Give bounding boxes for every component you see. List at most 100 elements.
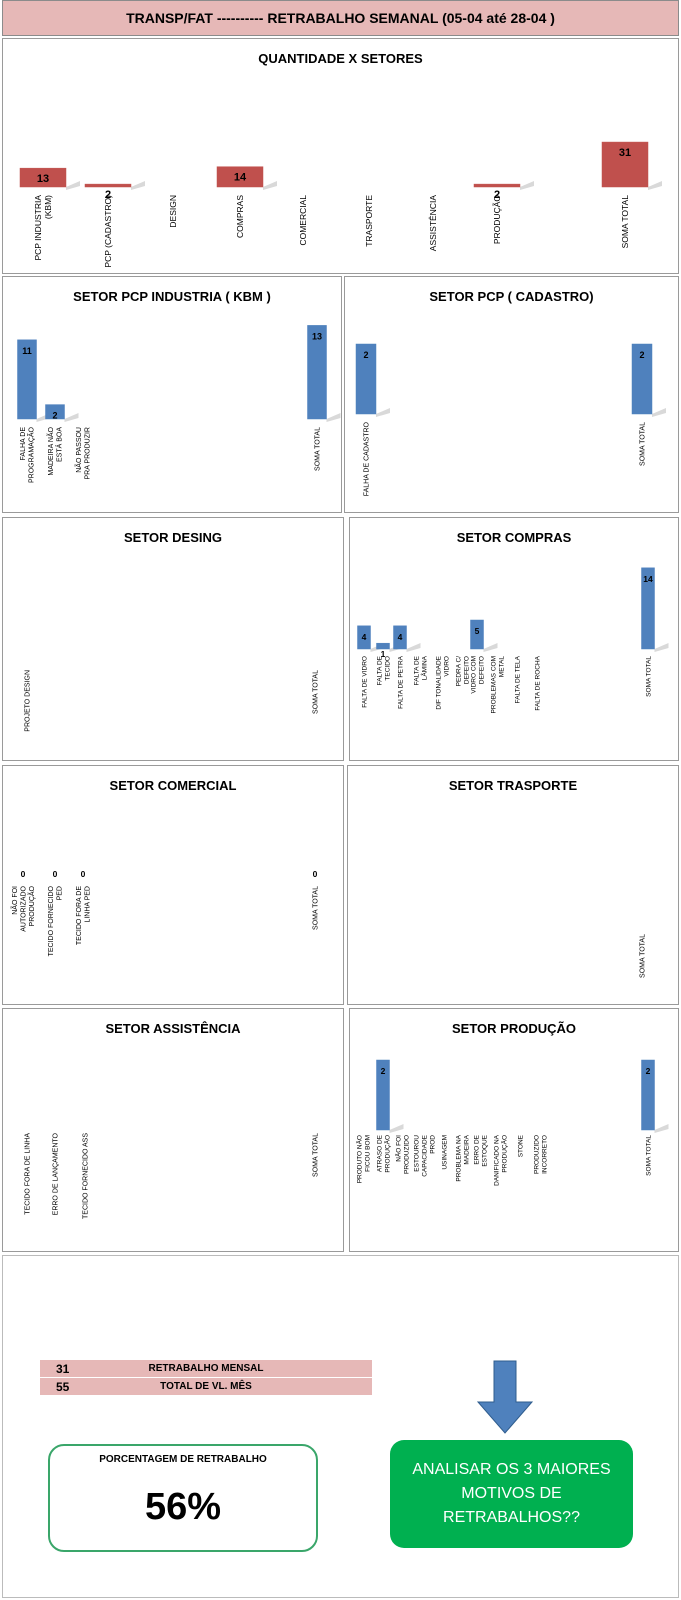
category-label: STONE <box>517 1134 524 1157</box>
bar <box>470 619 484 650</box>
bar-shadow <box>520 181 534 190</box>
data-label: 2 <box>52 411 57 421</box>
category-label: PROBLEMAS COMMETAL <box>490 656 505 714</box>
category-label: FALTA DE VIDRO <box>361 656 368 708</box>
category-label: SOMA TOTAL <box>645 1135 652 1176</box>
bar-shadow <box>389 1124 404 1133</box>
data-label: 31 <box>619 147 631 159</box>
category-label: FALTA DETECIDO <box>376 655 391 685</box>
category-label: MADEIRA NÃO ESTÁ BOA <box>46 426 64 475</box>
data-label: 13 <box>312 331 322 341</box>
category-label: FALTA DE TELA <box>514 655 521 703</box>
category-label: SOMA TOTAL <box>620 195 630 249</box>
bar-shadow <box>263 181 277 190</box>
category-label: ATRASO DEPRODUÇÃO <box>376 1134 391 1172</box>
summary-row-mensal: 31 RETRABALHO MENSAL <box>40 1360 372 1377</box>
category-label: USINAGEM <box>441 1135 448 1170</box>
category-label: PEDRA C/DEFEITO <box>455 656 470 687</box>
data-label: 4 <box>362 632 367 642</box>
category-label: SOMA TOTAL <box>639 934 646 978</box>
bar-shadow <box>64 413 79 422</box>
chart-trasporte: SOMA TOTAL <box>639 934 646 978</box>
bar <box>631 343 653 415</box>
bar <box>393 625 407 650</box>
category-label: DESIGN <box>168 195 178 228</box>
data-label: 14 <box>234 172 247 184</box>
bar-shadow <box>648 181 662 190</box>
category-label: DIF TONALIDADEVIDRO <box>435 655 450 709</box>
bar <box>376 642 390 650</box>
category-label: COMPRAS <box>235 195 245 238</box>
category-label: NÃO FOIPRODUZIDO <box>393 1135 410 1174</box>
bar <box>19 167 67 188</box>
category-label: SOMA TOTAL <box>312 886 319 930</box>
summary-label: TOTAL DE VL. MÊS <box>160 1381 252 1392</box>
bar-shadow <box>376 408 390 417</box>
bar <box>17 339 37 420</box>
category-label: SOMA TOTAL <box>639 422 646 466</box>
chart-producao: PRODUTO NÃOFICOU BOM 2 ATRASO DEPRODUÇÃO NÃ… <box>354 1059 669 1186</box>
category-label: PROBLEMA NAMADEIRA <box>455 1134 470 1181</box>
category-label: PCP INDUSTRIA(KBM) <box>33 195 53 261</box>
category-label: TRASPORTE <box>364 195 374 247</box>
panel-desing: SETOR DESING PROJETO DESIGN SOMA TOTAL <box>2 517 344 761</box>
bar-shadow <box>326 413 341 422</box>
summary-label: RETRABALHO MENSAL <box>148 1363 264 1374</box>
panel-compras: SETOR COMPRAS 4 FALTA DE VIDRO 1 FALTA DETE… <box>349 517 679 761</box>
chart-title: SETOR COMERCIAL <box>109 778 237 793</box>
bar-shadow <box>483 643 498 652</box>
category-label: TECIDO FORNECIDO ASS <box>82 1133 89 1219</box>
panel-assistencia: SETOR ASSISTÊNCIA TECIDO FORA DE LINHA ER… <box>2 1008 344 1252</box>
report-title: TRANSP/FAT ---------- RETRABALHO SEMANAL… <box>126 10 555 26</box>
chart-title: SETOR COMPRAS <box>456 530 572 545</box>
data-label: 2 <box>646 1066 651 1076</box>
data-label: 1 <box>381 649 386 659</box>
data-label: 11 <box>22 346 32 356</box>
category-label: SOMA TOTAL <box>314 427 321 471</box>
panel-quantidade-setores: QUANTIDADE X SETORES 13 PCP INDUSTRIA(KBM… <box>2 38 679 274</box>
category-label: VIDRO COMDEFEITO <box>470 656 485 694</box>
category-label: FALHA DE PROGRAMAÇÃO <box>20 426 36 483</box>
chart-title: SETOR PCP ( CADASTRO) <box>429 289 594 304</box>
chart-title: SETOR ASSISTÊNCIA <box>105 1021 241 1036</box>
category-label: NÃO PASSOU PRA PRODUZIR <box>74 427 92 480</box>
summary-value: 31 <box>56 1362 70 1376</box>
percentage-value: 56% <box>144 1486 222 1528</box>
category-label: SOMA TOTAL <box>645 656 652 697</box>
bar <box>641 1059 655 1131</box>
category-label: ERRO DEESTOQUE <box>473 1134 488 1166</box>
panel-trasporte: SETOR TRASPORTE SOMA TOTAL <box>347 765 679 1005</box>
category-label: TECIDO FORA DE LINHA <box>24 1133 31 1215</box>
bar-shadow <box>654 643 669 652</box>
action-box: ANALISAR OS 3 MAIORES MOTIVOS DE RETRABA… <box>390 1440 633 1548</box>
category-label: ESTOUROUCAPACIDADEPROD <box>413 1134 436 1176</box>
category-label: TECIDO FORA DE LINHA PED <box>76 886 92 945</box>
category-label: FALHA DE CADASTRO <box>363 421 370 496</box>
data-label: 0 <box>313 869 318 879</box>
bar <box>307 325 327 420</box>
chart-desing: PROJETO DESIGN SOMA TOTAL <box>24 670 319 732</box>
category-label: FALTA DE ROCHA <box>534 655 541 710</box>
report-header: TRANSP/FAT ---------- RETRABALHO SEMANAL… <box>2 0 679 36</box>
category-label: ASSISTÊNCIA <box>428 195 438 252</box>
bar <box>45 404 65 420</box>
bar <box>641 567 655 650</box>
category-label: PRODUTO NÃOFICOU BOM <box>354 1135 371 1183</box>
data-label: 5 <box>475 626 480 636</box>
category-label: PRODUZIDOINCORRETO <box>533 1135 548 1174</box>
category-label: SOMA TOTAL <box>312 1133 319 1177</box>
bar <box>473 183 521 188</box>
bar <box>84 183 132 188</box>
bar <box>355 343 377 415</box>
panel-comercial: SETOR COMERCIAL 0 NÃO FOI AUTORIZADO PRODUÇ… <box>2 765 344 1005</box>
category-label: PCP (CADASTRO) <box>103 195 113 268</box>
category-label: NÃO FOI AUTORIZADO PRODUÇÃO <box>10 885 36 931</box>
percentage-box: PORCENTAGEM DE RETRABALHO 56% <box>48 1444 318 1552</box>
category-label: FALTA DE PETRA <box>397 655 404 709</box>
chart-title: SETOR TRASPORTE <box>448 778 578 793</box>
data-label: 13 <box>37 173 49 185</box>
category-label: SOMA TOTAL <box>312 670 319 714</box>
data-label: 2 <box>639 350 644 360</box>
